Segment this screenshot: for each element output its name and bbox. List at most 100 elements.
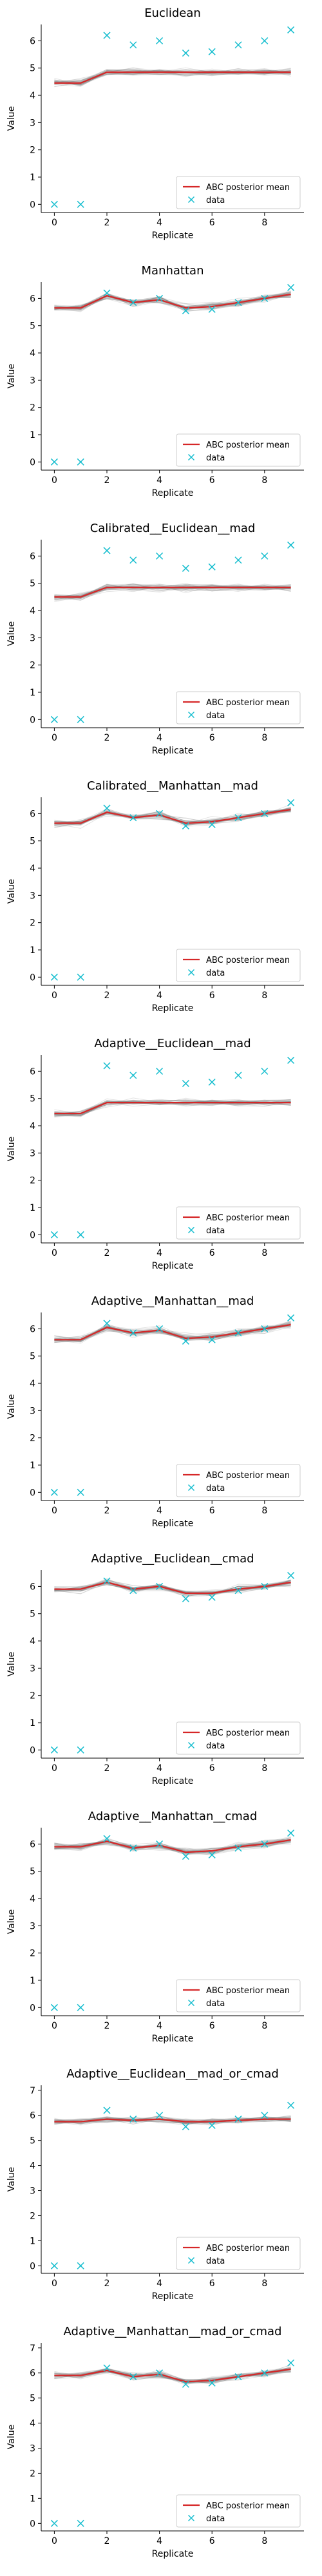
posterior-mean-line bbox=[54, 71, 291, 84]
data-point-stroke bbox=[287, 1571, 295, 1579]
data-point bbox=[103, 804, 111, 812]
x-tick-label: 8 bbox=[261, 2536, 267, 2546]
y-axis-label: Value bbox=[6, 364, 17, 388]
data-point bbox=[208, 563, 216, 571]
legend-label-data: data bbox=[206, 711, 225, 721]
y-tick-label: 0 bbox=[30, 1488, 35, 1498]
posterior-sample-line bbox=[54, 584, 291, 599]
data-point-stroke bbox=[287, 541, 295, 549]
x-tick-label: 8 bbox=[261, 733, 267, 743]
data-point bbox=[182, 2123, 189, 2130]
data-point-stroke bbox=[103, 32, 111, 39]
data-point bbox=[261, 1067, 269, 1075]
data-point bbox=[156, 552, 164, 560]
y-axis-label: Value bbox=[6, 2167, 17, 2192]
x-axis-label: Replicate bbox=[152, 2034, 194, 2044]
y-tick-label: 1 bbox=[30, 1461, 35, 1471]
posterior-sample-line bbox=[54, 587, 291, 600]
legend-label-mean: ABC posterior mean bbox=[206, 1728, 290, 1738]
legend-box bbox=[176, 176, 301, 209]
y-tick-label: 6 bbox=[30, 2369, 35, 2379]
posterior-samples bbox=[54, 67, 291, 88]
legend: ABC posterior mean data bbox=[176, 949, 301, 982]
data-point-stroke bbox=[103, 289, 111, 297]
data-point bbox=[77, 1231, 84, 1238]
y-tick-label: 4 bbox=[30, 864, 35, 874]
y-axis-label: Value bbox=[6, 1909, 17, 1934]
x-tick-label: 6 bbox=[209, 218, 215, 228]
legend-label-mean: ABC posterior mean bbox=[206, 698, 290, 708]
data-point-stroke bbox=[261, 552, 269, 560]
data-point bbox=[103, 1835, 111, 1842]
data-point bbox=[156, 37, 164, 44]
data-point-stroke bbox=[129, 2373, 137, 2381]
legend-label-data: data bbox=[206, 1741, 225, 1751]
data-point-stroke bbox=[234, 1072, 242, 1079]
x-tick-label: 4 bbox=[156, 1506, 162, 1516]
posterior-sample-line bbox=[54, 68, 291, 84]
data-point-stroke bbox=[156, 37, 164, 44]
data-point bbox=[129, 299, 137, 307]
y-tick-label: 0 bbox=[30, 1230, 35, 1240]
chart-title: Calibrated__Euclidean__mad bbox=[90, 522, 256, 535]
data-point bbox=[261, 2112, 269, 2119]
data-point-stroke bbox=[261, 1582, 269, 1590]
data-point-stroke bbox=[77, 1488, 84, 1496]
y-tick-label: 7 bbox=[30, 2344, 35, 2354]
posterior-sample-line bbox=[54, 294, 291, 310]
x-tick-label: 4 bbox=[156, 1763, 162, 1774]
data-point-stroke bbox=[182, 2380, 189, 2388]
y-tick-label: 5 bbox=[30, 2394, 35, 2404]
y-tick-label: 4 bbox=[30, 1636, 35, 1647]
x-tick-label: 0 bbox=[52, 2536, 57, 2546]
y-tick-label: 5 bbox=[30, 2136, 35, 2146]
posterior-sample-line bbox=[54, 1836, 291, 1854]
data-point-stroke bbox=[208, 2379, 216, 2387]
chart-title: Manhattan bbox=[142, 264, 204, 278]
data-point bbox=[103, 32, 111, 39]
x-tick-label: 6 bbox=[209, 2278, 215, 2289]
chart-title: Adaptive__Manhattan__mad bbox=[91, 1294, 254, 1308]
data-point-stroke bbox=[129, 1844, 137, 1852]
data-point bbox=[50, 200, 58, 208]
posterior-sample-line bbox=[54, 2116, 291, 2125]
data-point-stroke bbox=[129, 299, 137, 307]
data-point bbox=[129, 41, 137, 49]
chart-panel-1: Euclidean 0 2 4 6 8 0 1 2 3 4 5 6 Replicate Value ABC p… bbox=[6, 6, 304, 241]
data-point-stroke bbox=[208, 1851, 216, 1859]
y-tick-label: 4 bbox=[30, 1894, 35, 1904]
y-tick-label: 1 bbox=[30, 688, 35, 698]
chart-panel-8: Adaptive__Manhattan__cmad 0 2 4 6 8 0 1 2 3 4 5 6 Rep… bbox=[6, 1810, 304, 2044]
data-point-stroke bbox=[182, 1595, 189, 1602]
data-point-stroke bbox=[261, 810, 269, 817]
legend-data-swatch bbox=[187, 2514, 195, 2522]
legend-box bbox=[176, 1206, 301, 1240]
x-tick-label: 8 bbox=[261, 475, 267, 486]
data-point bbox=[208, 820, 216, 828]
data-point-stroke bbox=[156, 2112, 164, 2119]
legend-data-swatch bbox=[187, 1484, 195, 1492]
data-point-stroke bbox=[129, 814, 137, 822]
y-tick-label: 0 bbox=[30, 715, 35, 725]
y-tick-label: 4 bbox=[30, 606, 35, 616]
data-point bbox=[234, 1844, 242, 1852]
posterior-sample-line bbox=[54, 810, 291, 825]
x-tick-label: 6 bbox=[209, 1763, 215, 1774]
data-point bbox=[182, 1852, 189, 1860]
data-point-stroke bbox=[287, 799, 295, 806]
posterior-sample-line bbox=[54, 2116, 291, 2124]
data-point bbox=[77, 2519, 84, 2527]
posterior-sample-line bbox=[54, 1323, 291, 1341]
y-tick-label: 4 bbox=[30, 2419, 35, 2429]
y-tick-label: 3 bbox=[30, 1663, 35, 1674]
y-tick-label: 2 bbox=[30, 918, 35, 929]
data-point bbox=[208, 1078, 216, 1086]
y-tick-label: 7 bbox=[30, 2086, 35, 2096]
data-point bbox=[234, 814, 242, 822]
x-tick-label: 8 bbox=[261, 2278, 267, 2289]
posterior-sample-line bbox=[54, 2368, 291, 2383]
y-tick-label: 2 bbox=[30, 2211, 35, 2221]
legend: ABC posterior mean data bbox=[176, 2494, 301, 2528]
data-point bbox=[208, 2121, 216, 2129]
data-point bbox=[261, 1840, 269, 1848]
